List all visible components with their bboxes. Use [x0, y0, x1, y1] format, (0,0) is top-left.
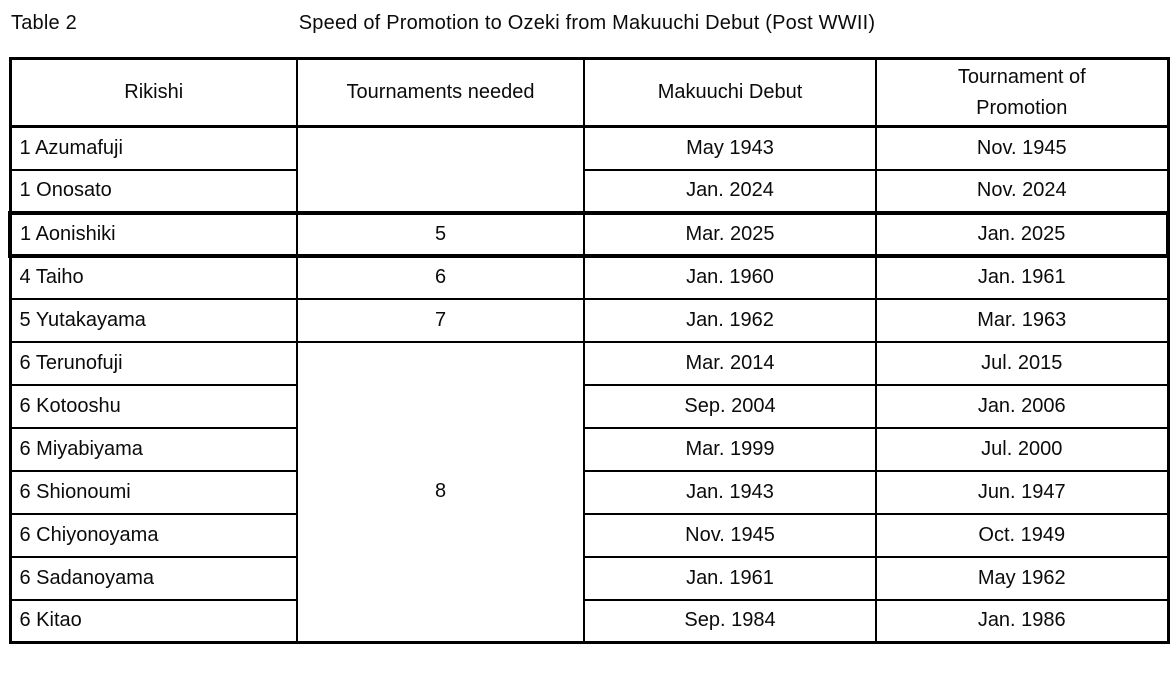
debut-cell: Mar. 2014	[583, 340, 877, 386]
table-row: 5 Yutakayama 7 Jan. 1962 Mar. 1963	[9, 297, 1169, 343]
table-row: 1 Onosato Jan. 2024 Nov. 2024	[9, 168, 1169, 214]
promotion-cell: May 1962	[875, 555, 1169, 601]
debut-cell: Jan. 1943	[583, 469, 877, 515]
table-body: 1 Azumafuji May 1943 Nov. 1945 1 Onosato…	[8, 125, 1170, 644]
table-row: 6 Kitao Sep. 1984 Jan. 1986	[9, 598, 1169, 644]
debut-cell: Sep. 1984	[583, 598, 877, 644]
promotion-cell: Jul. 2000	[875, 426, 1169, 472]
column-header-rikishi: Rikishi	[9, 57, 298, 128]
table-row: 6 Sadanoyama Jan. 1961 May 1962	[9, 555, 1169, 601]
tournaments-cell: 5	[296, 210, 585, 258]
promotion-cell: Jul. 2015	[875, 340, 1169, 386]
header-row: Rikishi Tournaments needed Makuuchi Debu…	[9, 57, 1169, 128]
debut-cell: Nov. 1945	[583, 512, 877, 558]
table-title: Speed of Promotion to Ozeki from Makuuch…	[298, 12, 876, 34]
rikishi-cell: 6 Sadanoyama	[9, 555, 298, 601]
debut-cell: Mar. 2025	[583, 210, 877, 258]
column-header-tournament-of-promotion: Tournament of Promotion	[875, 57, 1169, 128]
column-header-tournament-of-promotion-label: Tournament of Promotion	[957, 65, 1086, 119]
rikishi-cell: 6 Kitao	[9, 598, 298, 644]
rikishi-cell: 5 Yutakayama	[9, 297, 298, 343]
tournaments-cell: 6	[296, 254, 585, 300]
debut-cell: Jan. 1962	[583, 297, 877, 343]
promotion-cell: Oct. 1949	[875, 512, 1169, 558]
promotion-cell: Mar. 1963	[875, 297, 1169, 343]
table-header: Rikishi Tournaments needed Makuuchi Debu…	[9, 57, 1169, 128]
tournaments-cell-merged-rank6: 8	[296, 340, 585, 644]
debut-cell: Jan. 1961	[583, 555, 877, 601]
promotion-cell: Jan. 1986	[875, 598, 1169, 644]
rikishi-cell: 6 Shionoumi	[9, 469, 298, 515]
rikishi-cell: 4 Taiho	[9, 254, 298, 300]
column-header-makuuchi-debut: Makuuchi Debut	[583, 57, 877, 128]
rikishi-cell: 1 Onosato	[9, 168, 298, 214]
column-header-tournaments-needed: Tournaments needed	[296, 57, 585, 128]
promotion-cell: Jan. 2006	[875, 383, 1169, 429]
table-row: 1 Azumafuji May 1943 Nov. 1945	[9, 125, 1169, 214]
tournaments-cell-merged-rank1	[296, 125, 585, 214]
table-row: 6 Terunofuji 8 Mar. 2014 Jul. 2015	[9, 340, 1169, 644]
table-label: Table 2	[11, 12, 77, 34]
debut-cell: Jan. 1960	[583, 254, 877, 300]
table-row: 6 Kotooshu Sep. 2004 Jan. 2006	[9, 383, 1169, 429]
rikishi-cell: 1 Aonishiki	[8, 210, 298, 258]
debut-cell: Sep. 2004	[583, 383, 877, 429]
rikishi-cell: 6 Chiyonoyama	[9, 512, 298, 558]
rikishi-cell: 6 Kotooshu	[9, 383, 298, 429]
table-row: 6 Miyabiyama Mar. 1999 Jul. 2000	[9, 426, 1169, 472]
table-caption: Table 2 Speed of Promotion to Ozeki from…	[8, 12, 1166, 40]
promotion-cell: Jun. 1947	[875, 469, 1169, 515]
table-row: 6 Shionoumi Jan. 1943 Jun. 1947	[9, 469, 1169, 515]
debut-cell: Mar. 1999	[583, 426, 877, 472]
promotion-cell: Jan. 1961	[875, 254, 1169, 300]
promotion-speed-table: Rikishi Tournaments needed Makuuchi Debu…	[8, 57, 1170, 644]
rikishi-cell: 6 Terunofuji	[9, 340, 298, 386]
rikishi-cell: 6 Miyabiyama	[9, 426, 298, 472]
highlighted-row-aonishiki: 1 Aonishiki 5 Mar. 2025 Jan. 2025	[8, 210, 1170, 258]
tournaments-cell: 7	[296, 297, 585, 343]
table-row: 6 Chiyonoyama Nov. 1945 Oct. 1949	[9, 512, 1169, 558]
debut-cell: May 1943	[583, 125, 877, 171]
promotion-cell: Jan. 2025	[875, 210, 1170, 258]
table-row: 4 Taiho 6 Jan. 1960 Jan. 1961	[9, 254, 1169, 300]
debut-cell: Jan. 2024	[583, 168, 877, 214]
rikishi-cell: 1 Azumafuji	[9, 125, 298, 171]
promotion-cell: Nov. 2024	[875, 168, 1169, 214]
promotion-cell: Nov. 1945	[875, 125, 1169, 171]
